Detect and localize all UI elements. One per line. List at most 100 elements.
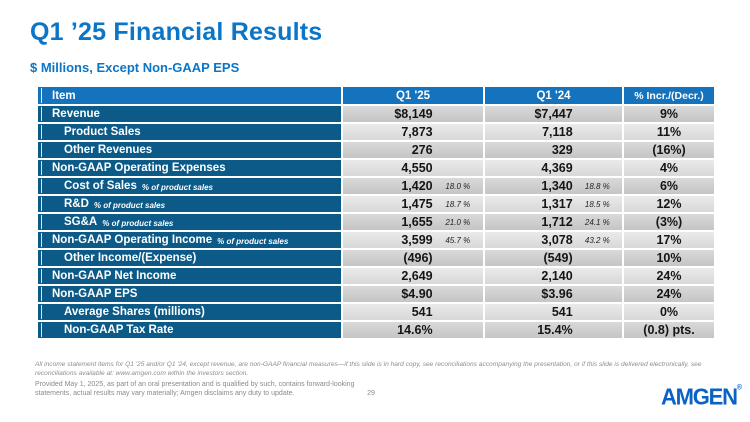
pct-change-cell: 0%: [624, 304, 714, 320]
cell-value: 7,118: [542, 125, 573, 139]
cell-pct-annotation: 45.7 %: [445, 235, 471, 245]
table-row: SG&A % of product sales 1,655 21.0 % 1,712 24…: [38, 214, 714, 230]
page-title: Q1 ’25 Financial Results: [30, 18, 323, 46]
pct-change-cell: 12%: [624, 196, 714, 212]
row-label: Non-GAAP Tax Rate: [64, 324, 174, 336]
row-label: Other Income/(Expense): [64, 252, 197, 264]
table-row: Product Sales 7,873 7,118 11%: [38, 124, 714, 140]
pct-change-cell: (0.8) pts.: [624, 322, 714, 338]
cell-value: 7,873: [401, 125, 433, 139]
cell-value: 15.4%: [537, 323, 573, 337]
q1-24-value-cell: 2,140: [485, 268, 622, 284]
q1-24-value-cell: (549): [485, 250, 622, 266]
row-label: Product Sales: [64, 126, 141, 138]
q1-25-value-cell: $8,149: [343, 106, 483, 122]
q1-25-value-cell: $4.90: [343, 286, 483, 302]
q1-24-value-cell: 15.4%: [485, 322, 622, 338]
table-row: Non-GAAP Operating Expenses 4,550 4,369 4%: [38, 160, 714, 176]
cell-value: $3.96: [541, 287, 573, 301]
cell-value: 1,317: [541, 197, 573, 211]
pct-change-cell: 10%: [624, 250, 714, 266]
column-header-q1-25: Q1 '25: [343, 87, 483, 104]
q1-24-value-cell: 1,340 18.8 %: [485, 178, 622, 194]
cell-value: $4.90: [401, 287, 433, 301]
pct-change-cell: 17%: [624, 232, 714, 248]
row-label: Non-GAAP EPS: [52, 288, 138, 300]
q1-25-value-cell: 1,420 18.0 %: [343, 178, 483, 194]
row-label-cell: Non-GAAP Net Income: [38, 268, 341, 284]
pct-change-cell: 6%: [624, 178, 714, 194]
row-label: Non-GAAP Operating Expenses: [52, 162, 226, 174]
table-header-row: Item Q1 '25 Q1 '24 % Incr./(Decr.): [38, 87, 714, 104]
row-note-pct-of-product-sales: % of product sales: [93, 200, 166, 210]
row-note-pct-of-product-sales: % of product sales: [141, 182, 213, 192]
pct-change-cell: 24%: [624, 268, 714, 284]
q1-24-value-cell: 1,712 24.1 %: [485, 214, 622, 230]
cell-value: (496): [403, 251, 433, 265]
cell-value: 541: [551, 305, 573, 319]
cell-value: 1,420: [401, 179, 433, 193]
cell-pct-annotation: 18.5 %: [584, 199, 610, 209]
pct-change-cell: 9%: [624, 106, 714, 122]
reconciliation-footnote: All income statement items for Q1 '25 an…: [35, 361, 702, 377]
table-row: Non-GAAP Net Income 2,649 2,140 24%: [38, 268, 714, 284]
column-header-pct-change: % Incr./(Decr.): [624, 87, 714, 104]
cell-value: 4,369: [541, 161, 573, 175]
q1-24-value-cell: 1,317 18.5 %: [485, 196, 622, 212]
pct-change-cell: (3%): [624, 214, 714, 230]
q1-25-value-cell: 14.6%: [343, 322, 483, 338]
cell-value: (549): [543, 251, 573, 265]
q1-25-value-cell: 276: [343, 142, 483, 158]
table-row: Average Shares (millions) 541 541 0%: [38, 304, 714, 320]
q1-25-value-cell: 541: [343, 304, 483, 320]
row-label: Cost of Sales: [64, 180, 137, 192]
table-row: Non-GAAP Tax Rate 14.6% 15.4% (0.8) pts.: [38, 322, 714, 338]
row-label: Other Revenues: [64, 144, 153, 156]
cell-value: 2,649: [401, 269, 433, 283]
q1-25-value-cell: 1,475 18.7 %: [343, 196, 483, 212]
table-row: Non-GAAP Operating Income % of product sa…: [38, 232, 714, 248]
q1-25-value-cell: 7,873: [343, 124, 483, 140]
q1-24-value-cell: $3.96: [485, 286, 622, 302]
cell-pct-annotation: 21.0 %: [445, 217, 471, 227]
table-row: Cost of Sales % of product sales 1,420 18.0…: [38, 178, 714, 194]
cell-value: 2,140: [541, 269, 573, 283]
row-label-cell: Non-GAAP Operating Expenses: [38, 160, 341, 176]
page-number: 29: [367, 390, 375, 397]
units-subtitle: $ Millions, Except Non-GAAP EPS: [30, 60, 240, 75]
pct-change-cell: (16%): [624, 142, 714, 158]
pct-change-cell: 4%: [624, 160, 714, 176]
row-label: R&D: [64, 198, 89, 210]
q1-25-value-cell: 1,655 21.0 %: [343, 214, 483, 230]
table-row: Other Revenues 276 329 (16%): [38, 142, 714, 158]
cell-value: 1,712: [541, 215, 573, 229]
q1-25-value-cell: 2,649: [343, 268, 483, 284]
cell-value: 329: [551, 143, 573, 157]
cell-pct-annotation: 24.1 %: [584, 217, 610, 227]
row-note-pct-of-product-sales: % of product sales: [217, 236, 289, 246]
cell-pct-annotation: 18.7 %: [445, 199, 471, 209]
row-label: Average Shares (millions): [64, 306, 205, 318]
row-label-cell: Non-GAAP Operating Income % of product sa…: [38, 232, 341, 248]
table-row: Revenue $8,149 $7,447 9%: [38, 106, 714, 122]
q1-24-value-cell: 7,118: [485, 124, 622, 140]
cell-value: 14.6%: [397, 323, 433, 337]
q1-24-value-cell: 329: [485, 142, 622, 158]
row-label-cell: Average Shares (millions): [38, 304, 341, 320]
q1-25-value-cell: 3,599 45.7 %: [343, 232, 483, 248]
financial-results-table: Item Q1 '25 Q1 '24 % Incr./(Decr.) Reven…: [38, 87, 714, 338]
amgen-logo-text: AMGEN: [660, 383, 738, 410]
q1-24-value-cell: 3,078 43.2 %: [485, 232, 622, 248]
table-row: Non-GAAP EPS $4.90 $3.96 24%: [38, 286, 714, 302]
table-row: Other Income/(Expense) (496) (549) 10%: [38, 250, 714, 266]
registered-trademark-icon: ®: [736, 384, 742, 392]
cell-value: 4,550: [401, 161, 433, 175]
row-label: Revenue: [52, 108, 100, 120]
column-header-q1-24: Q1 '24: [485, 87, 622, 104]
pct-change-cell: 24%: [624, 286, 714, 302]
q1-25-value-cell: (496): [343, 250, 483, 266]
cell-value: 276: [411, 143, 433, 157]
row-label-cell: Other Revenues: [38, 142, 341, 158]
row-label-cell: Other Income/(Expense): [38, 250, 341, 266]
